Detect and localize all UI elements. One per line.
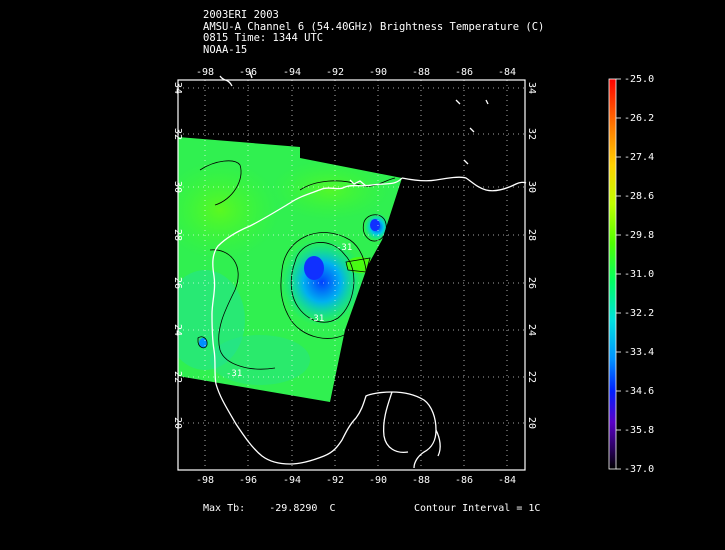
lat-label: 32 [526, 128, 537, 140]
contour-lines [197, 160, 396, 370]
colorbar-label: -37.0 [624, 464, 654, 475]
lat-label: 32 [172, 128, 183, 140]
lat-label: 22 [172, 371, 183, 383]
lon-label: -88 [412, 475, 430, 486]
contour-label: -31 [336, 243, 352, 253]
contour-label: -31 [226, 369, 242, 379]
lon-label: -88 [412, 67, 430, 78]
map-frame [177, 79, 526, 471]
colorbar-label: -27.4 [624, 152, 654, 163]
lon-labels-bottom: -98 -96 -94 -92 -90 -88 -86 -84 [196, 475, 516, 486]
lon-label: -86 [455, 67, 473, 78]
colorbar-label: -26.2 [624, 113, 654, 124]
lat-label: 26 [172, 277, 183, 289]
header-text: 2003ERI 2003 AMSU-A Channel 6 (54.40GHz)… [203, 9, 545, 56]
lon-label: -96 [239, 67, 257, 78]
coastline [211, 71, 527, 469]
lat-label: 28 [172, 229, 183, 241]
lon-label: -94 [283, 67, 301, 78]
colorbar-label: -33.4 [624, 347, 654, 358]
contour-interval: Contour Interval = 1C [414, 503, 541, 514]
lon-label: -84 [498, 475, 516, 486]
colorbar-label: -29.8 [624, 230, 654, 241]
lat-lon-grid [178, 80, 525, 470]
colorbar-label: -35.8 [624, 425, 654, 436]
lon-label: -98 [196, 475, 214, 486]
lat-labels-left: 34 32 30 28 26 24 22 20 [172, 82, 183, 429]
max-tb-value: -29.8290 [269, 503, 318, 514]
lon-labels-top: -98 -96 -94 -92 -90 -88 -86 -84 [196, 67, 516, 78]
lon-label: -94 [283, 475, 301, 486]
lon-label: -98 [196, 67, 214, 78]
lat-label: 20 [526, 417, 537, 429]
lat-label: 20 [172, 417, 183, 429]
lat-label: 24 [526, 324, 537, 336]
lon-label: -90 [369, 475, 387, 486]
colorbar-label: -31.0 [624, 269, 654, 280]
lat-label: 28 [526, 229, 537, 241]
lat-label: 34 [172, 82, 183, 94]
colorbar-label: -28.6 [624, 191, 654, 202]
lat-label: 24 [172, 324, 183, 336]
lon-label: -92 [326, 67, 344, 78]
time-line: 0815 Time: 1344 UTC [203, 32, 324, 44]
lon-label: -92 [326, 475, 344, 486]
lon-label: -90 [369, 67, 387, 78]
max-tb-unit: C [329, 503, 336, 514]
colorbar-labels: -25.0 -26.2 -27.4 -28.6 -29.8 -31.0 -32.… [624, 74, 654, 475]
colorbar-label: -34.6 [624, 386, 654, 397]
lat-label: 30 [526, 181, 537, 193]
lat-labels-right: 34 32 30 28 26 24 22 20 [526, 82, 537, 429]
title-line: 2003ERI 2003 [203, 9, 279, 21]
satellite-line: NOAA-15 [203, 43, 248, 56]
lon-label: -86 [455, 475, 473, 486]
contour-label: -31 [308, 314, 324, 324]
max-tb-readout: Max Tb: -29.8290 C [203, 503, 336, 514]
lat-label: 34 [526, 82, 537, 94]
product-line: AMSU-A Channel 6 (54.40GHz) Brightness T… [203, 20, 545, 33]
colorbar-ticks [616, 78, 621, 470]
max-tb-label: Max Tb: [203, 503, 246, 514]
lon-label: -84 [498, 67, 516, 78]
lat-label: 26 [526, 277, 537, 289]
colorbar-label: -25.0 [624, 74, 654, 85]
colorbar [609, 79, 616, 469]
lat-label: 30 [172, 181, 183, 193]
colorbar-label: -32.2 [624, 308, 654, 319]
lon-label: -96 [239, 475, 257, 486]
brightness-swath [178, 137, 402, 402]
lat-label: 22 [526, 371, 537, 383]
